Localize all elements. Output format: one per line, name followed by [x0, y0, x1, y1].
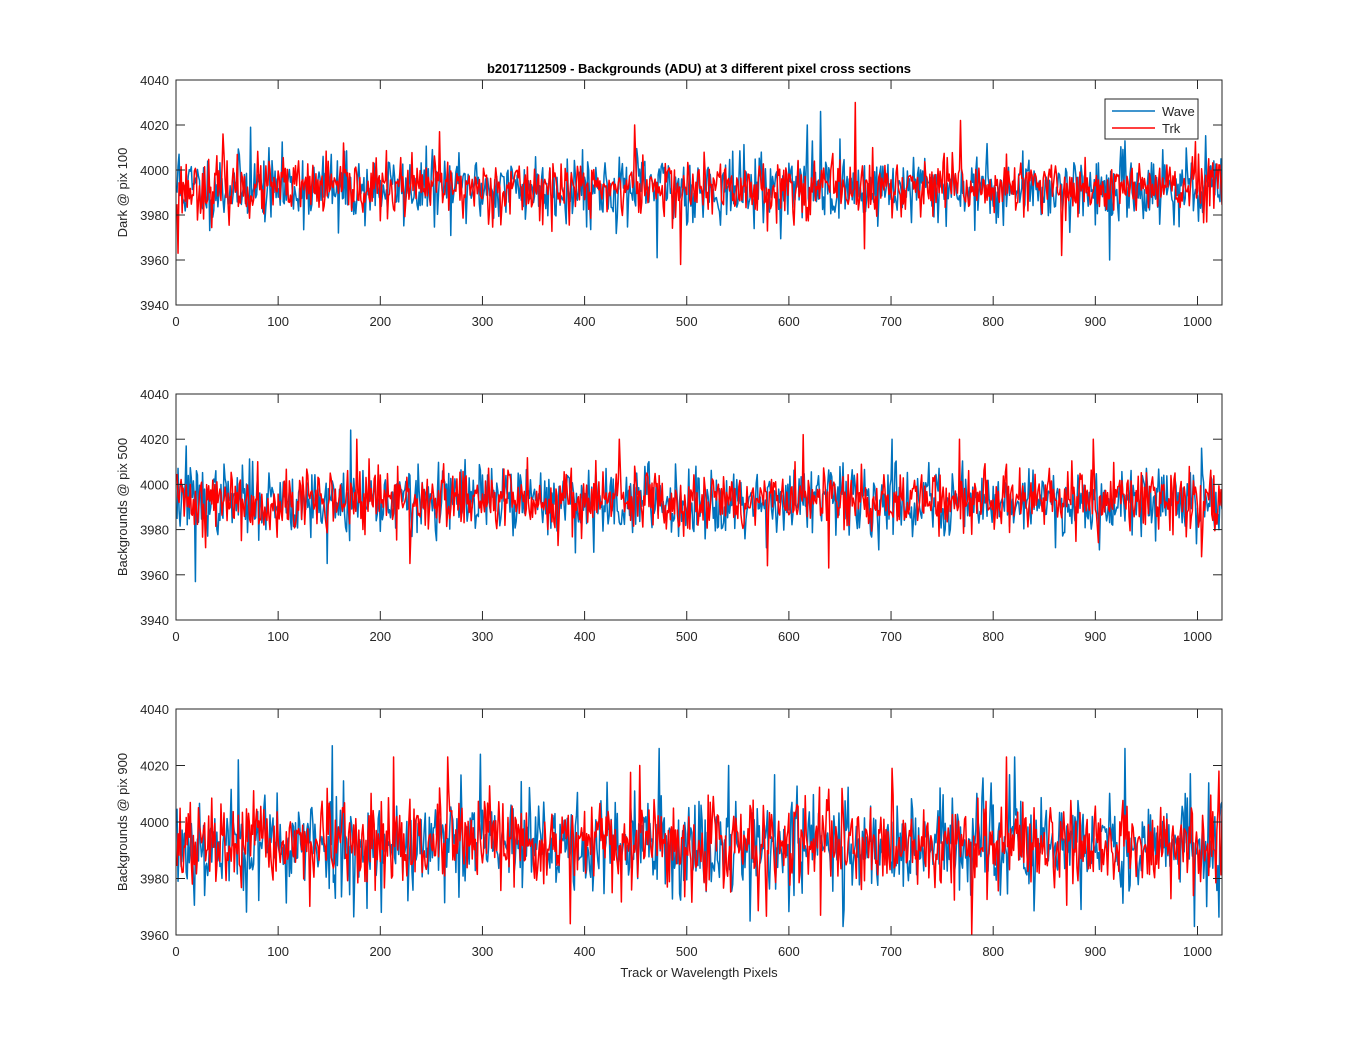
- y-tick-label: 3980: [140, 872, 169, 887]
- subplot-1: 0 100 200 300 400 500 600 700 800 900 1000 3940 3960…: [115, 73, 1223, 329]
- x-tick-label: 0: [172, 314, 179, 329]
- y-tick-label: 4020: [140, 432, 169, 447]
- y-axis-label: Backgrounds @ pix 500: [115, 438, 130, 576]
- x-tick-label: 300: [472, 944, 494, 959]
- subplots: 0 100 200 300 400 500 600 700 800 900 100039403960…: [115, 73, 1223, 959]
- x-tick-label: 300: [472, 629, 494, 644]
- series-line-trk: [176, 433, 1222, 569]
- y-tick-label: 3960: [140, 253, 169, 268]
- x-tick-label: 200: [369, 629, 391, 644]
- x-tick-label: 1000: [1183, 314, 1212, 329]
- subplot-3: 0 100 200 300 400 500 600 700 800 900 1000 3960 3980…: [115, 702, 1223, 959]
- y-tick-label: 3980: [140, 208, 169, 223]
- y-tick-label: 3980: [140, 523, 169, 538]
- subplot-2: 0 100 200 300 400 500 600 700 800 900 1000 3940 3960…: [115, 387, 1223, 644]
- x-tick-label: 900: [1084, 944, 1106, 959]
- x-tick-label: 100: [267, 314, 289, 329]
- legend[interactable]: Wave Trk: [1104, 98, 1199, 140]
- axes-box: [175, 393, 1223, 621]
- x-tick-label: 100: [267, 944, 289, 959]
- x-tick-label: 0: [172, 629, 179, 644]
- y-tick-label: 4020: [140, 118, 169, 133]
- x-tick-label: 1000: [1183, 629, 1212, 644]
- x-tick-label: 300: [472, 314, 494, 329]
- x-tick-label: 200: [369, 944, 391, 959]
- x-tick-label: 1000: [1183, 944, 1212, 959]
- series-line-trk: [176, 756, 1222, 935]
- legend-label-wave: Wave: [1162, 104, 1195, 119]
- x-tick-label: 700: [880, 314, 902, 329]
- x-axis-label: Track or Wavelength Pixels: [620, 965, 778, 980]
- x-tick-label: 500: [676, 314, 698, 329]
- x-tick-label: 800: [982, 314, 1004, 329]
- y-tick-label: 4000: [140, 477, 169, 492]
- y-axis-label: Backgrounds @ pix 900: [115, 753, 130, 891]
- x-tick-label: 500: [676, 944, 698, 959]
- legend-label-trk: Trk: [1162, 121, 1181, 136]
- y-tick-label: 3960: [140, 568, 169, 583]
- x-tick-label: 600: [778, 944, 800, 959]
- x-tick-label: 100: [267, 629, 289, 644]
- x-tick-label: 400: [574, 314, 596, 329]
- y-tick-label: 4000: [140, 815, 169, 830]
- x-tick-label: 600: [778, 629, 800, 644]
- y-axis-label: Dark @ pix 100: [115, 148, 130, 238]
- y-tick-label: 4040: [140, 73, 169, 88]
- x-tick-label: 0: [172, 944, 179, 959]
- y-tick-label: 4040: [140, 702, 169, 717]
- series-line-wave: [176, 429, 1222, 583]
- x-tick-label: 700: [880, 944, 902, 959]
- x-tick-label: 400: [574, 629, 596, 644]
- x-tick-label: 600: [778, 314, 800, 329]
- y-tick-label: 4000: [140, 163, 169, 178]
- x-tick-label: 500: [676, 629, 698, 644]
- y-tick-label: 3940: [140, 613, 169, 628]
- legend-box: [1104, 98, 1199, 140]
- y-tick-label: 4020: [140, 759, 169, 774]
- y-tick-label: 3960: [140, 928, 169, 943]
- x-tick-label: 800: [982, 629, 1004, 644]
- figure-title: b2017112509 - Backgrounds (ADU) at 3 dif…: [487, 61, 911, 76]
- x-tick-label: 700: [880, 629, 902, 644]
- y-tick-label: 3940: [140, 298, 169, 313]
- axes-box: [175, 79, 1223, 306]
- x-tick-label: 200: [369, 314, 391, 329]
- x-tick-label: 400: [574, 944, 596, 959]
- x-tick-label: 800: [982, 944, 1004, 959]
- series-line-trk: [176, 101, 1222, 266]
- y-tick-label: 4040: [140, 387, 169, 402]
- x-tick-label: 900: [1084, 629, 1106, 644]
- x-tick-label: 900: [1084, 314, 1106, 329]
